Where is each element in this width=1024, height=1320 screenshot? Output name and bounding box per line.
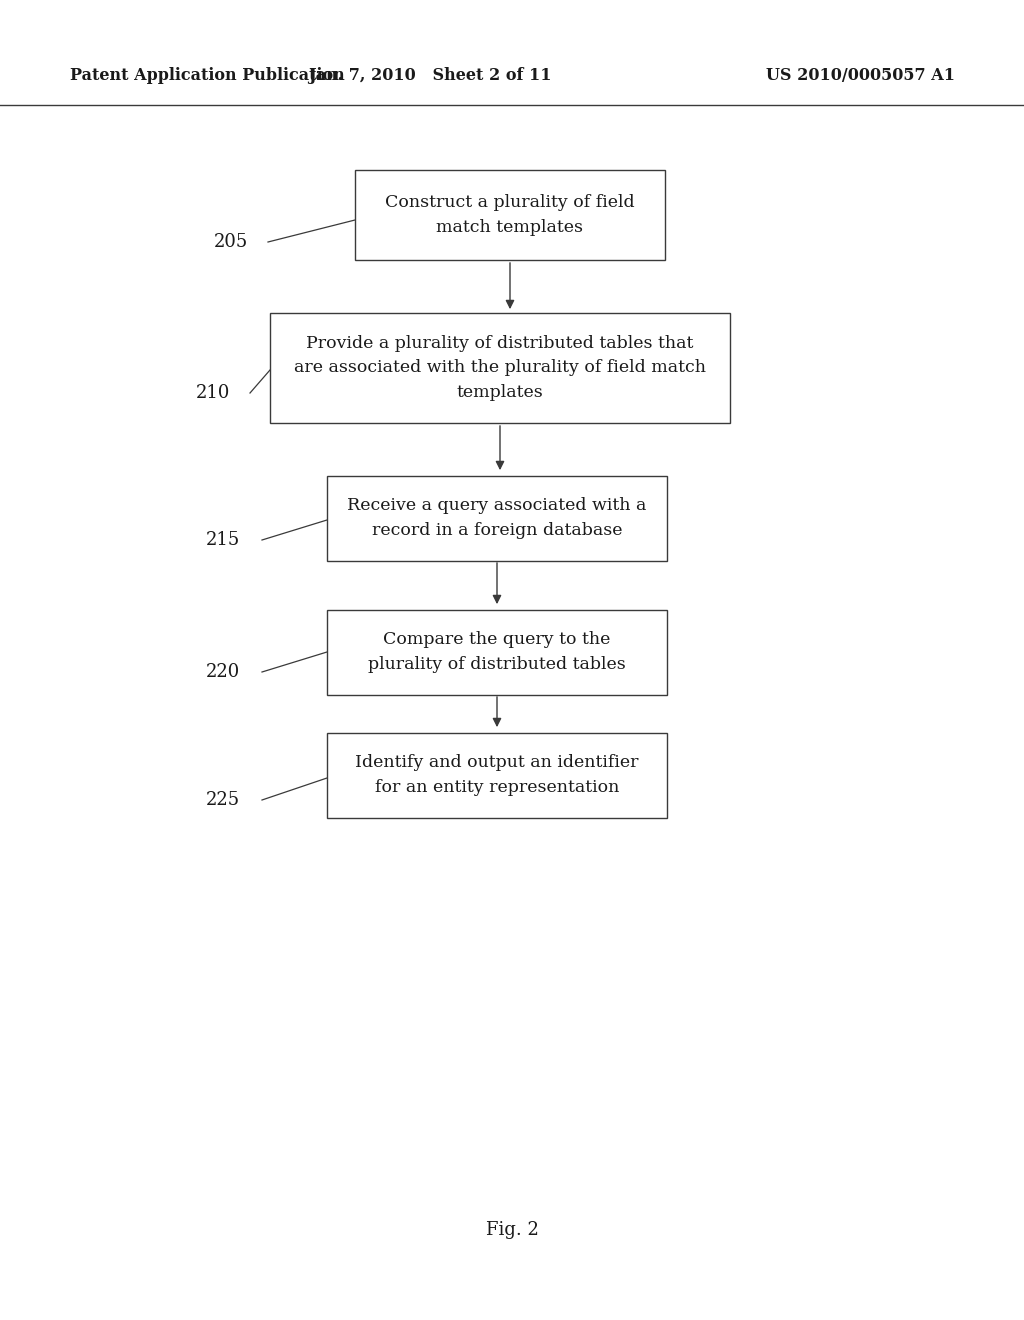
Text: 205: 205 [214,234,248,251]
Text: 210: 210 [196,384,230,403]
Bar [270,313,730,422]
Text: 220: 220 [206,663,240,681]
Text: Receive a query associated with a
record in a foreign database: Receive a query associated with a record… [347,498,647,539]
Text: Patent Application Publication: Patent Application Publication [70,66,345,83]
Text: US 2010/0005057 A1: US 2010/0005057 A1 [766,66,955,83]
Bar [327,610,667,694]
Text: Construct a plurality of field
match templates: Construct a plurality of field match tem… [385,194,635,235]
Text: Jan. 7, 2010   Sheet 2 of 11: Jan. 7, 2010 Sheet 2 of 11 [308,66,552,83]
Bar [327,475,667,561]
Bar [327,733,667,817]
Text: Provide a plurality of distributed tables that
are associated with the plurality: Provide a plurality of distributed table… [294,335,706,401]
Text: 215: 215 [206,531,240,549]
Text: 225: 225 [206,791,240,809]
Text: Fig. 2: Fig. 2 [485,1221,539,1239]
Bar [355,170,665,260]
Text: Compare the query to the
plurality of distributed tables: Compare the query to the plurality of di… [368,631,626,673]
Text: Identify and output an identifier
for an entity representation: Identify and output an identifier for an… [355,755,639,796]
